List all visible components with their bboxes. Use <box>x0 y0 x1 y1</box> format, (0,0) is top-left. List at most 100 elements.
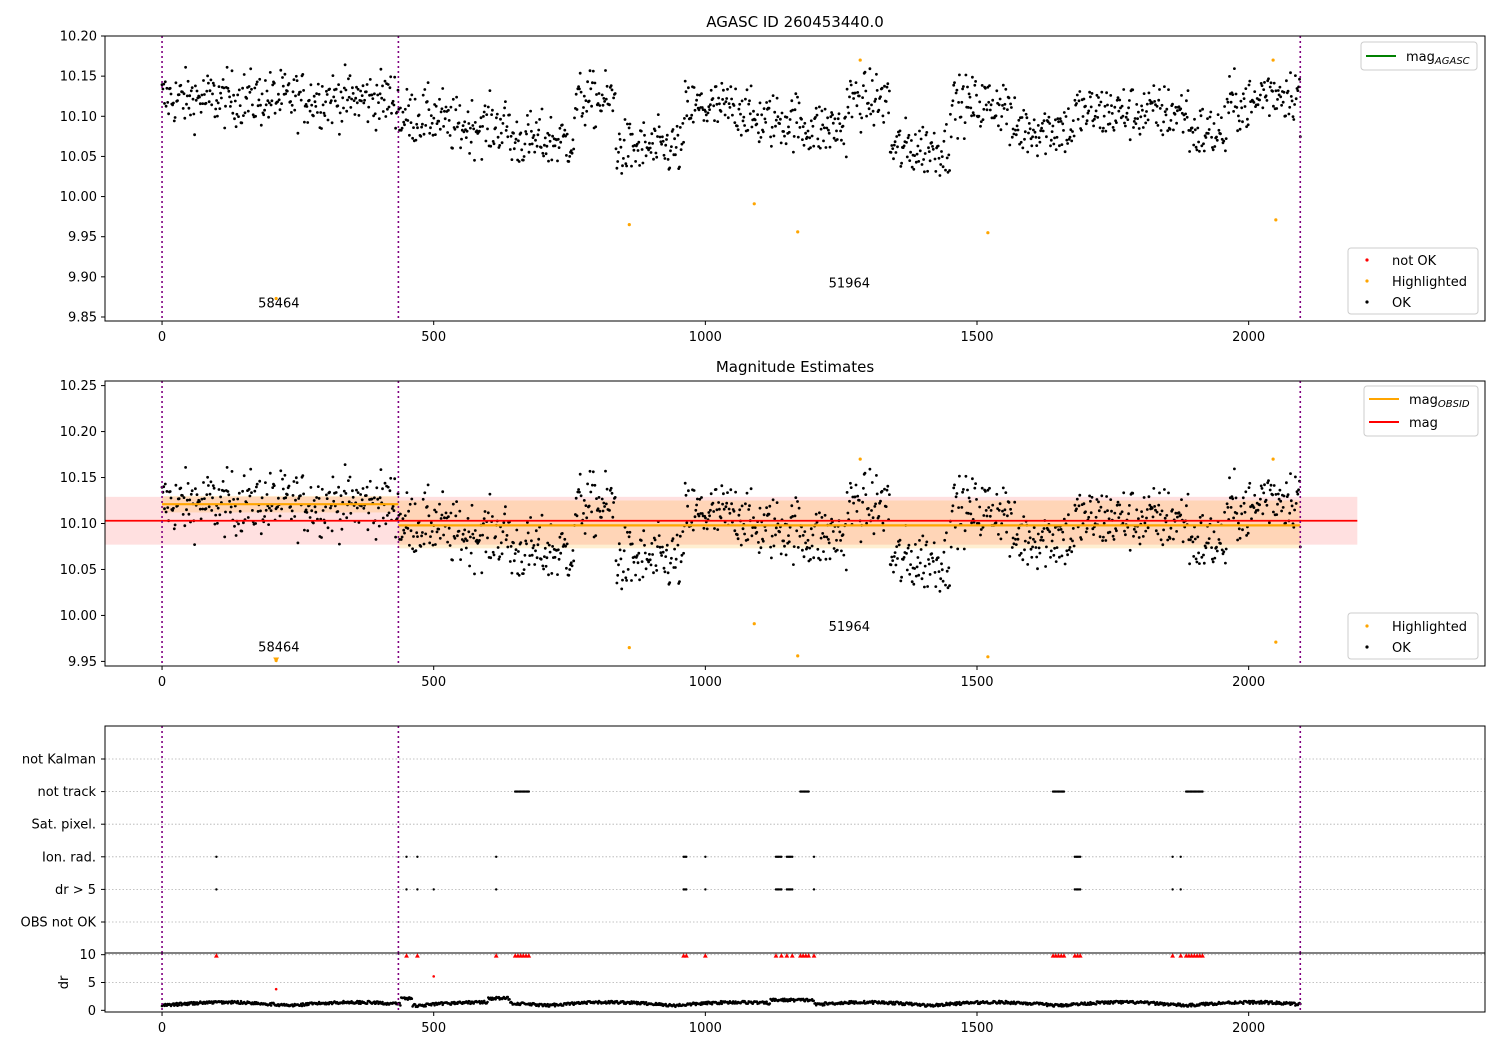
ok-point <box>1021 146 1025 150</box>
ok-point <box>904 116 908 120</box>
ok-point <box>892 555 896 558</box>
ok-point <box>438 97 441 101</box>
ok-point <box>439 517 443 520</box>
ok-point <box>994 114 998 118</box>
ok-point <box>1089 95 1092 99</box>
ok-point <box>608 489 612 492</box>
ok-point <box>757 131 760 135</box>
ok-point <box>481 533 484 537</box>
ok-point <box>955 492 959 495</box>
ok-point <box>721 98 724 101</box>
ok-point <box>390 111 393 115</box>
y-axis-tick-label: 10.00 <box>60 609 97 624</box>
ok-point <box>1026 150 1030 154</box>
ok-point <box>1038 551 1042 555</box>
ok-point <box>727 102 731 105</box>
ok-point <box>591 69 595 73</box>
ok-point <box>312 499 316 502</box>
ok-point <box>600 93 604 97</box>
ok-point <box>1134 530 1138 534</box>
ok-point <box>998 97 1002 101</box>
ok-point <box>320 85 324 88</box>
dr-point <box>1259 999 1263 1003</box>
ok-point <box>1198 515 1202 519</box>
ok-point <box>1153 100 1156 103</box>
ok-point <box>1024 112 1028 116</box>
ok-point <box>816 137 820 141</box>
ok-point <box>373 496 376 500</box>
ok-point <box>294 94 297 98</box>
ok-point <box>1289 499 1293 503</box>
highlighted-point <box>752 622 756 626</box>
ok-point <box>1193 537 1197 541</box>
ok-point <box>827 538 830 541</box>
ok-point <box>1085 119 1089 123</box>
ok-point <box>1184 112 1187 116</box>
ok-point <box>471 124 475 127</box>
ok-point <box>508 148 512 151</box>
ok-point <box>486 105 490 109</box>
ok-point <box>792 150 795 154</box>
ok-point <box>473 572 476 576</box>
ok-point <box>255 80 259 84</box>
ok-point <box>964 474 968 478</box>
ok-point <box>1292 118 1296 121</box>
ok-point <box>209 78 213 82</box>
ok-point <box>1067 107 1070 110</box>
ok-point <box>956 137 960 140</box>
ok-point <box>640 148 644 151</box>
ok-point <box>290 111 293 114</box>
ok-point <box>842 553 846 557</box>
ok-point <box>279 469 283 473</box>
ok-point <box>181 90 184 94</box>
ok-point <box>355 488 358 492</box>
ok-point <box>163 507 166 511</box>
ok-point <box>400 126 404 130</box>
ok-point <box>501 530 505 534</box>
ok-point <box>939 577 943 581</box>
ok-point <box>604 97 608 101</box>
ok-point <box>1272 104 1275 108</box>
ok-point <box>1049 555 1052 559</box>
ok-point <box>1137 127 1141 130</box>
ok-point <box>918 561 922 565</box>
ok-point <box>184 466 188 469</box>
ok-point <box>258 77 262 81</box>
ok-point <box>491 108 494 112</box>
ok-point <box>512 559 516 563</box>
ok-point <box>224 510 227 514</box>
ok-point <box>1057 528 1060 532</box>
ok-point <box>416 535 419 538</box>
ok-point <box>240 529 244 533</box>
ok-point <box>1166 129 1170 133</box>
ok-point <box>656 113 660 116</box>
ok-point <box>521 572 525 575</box>
ok-point <box>1050 130 1054 134</box>
ok-point <box>958 73 961 77</box>
ok-point <box>213 115 217 119</box>
ok-point <box>1053 136 1056 140</box>
ok-point <box>638 164 641 167</box>
ok-point <box>582 106 585 109</box>
ok-point <box>277 98 281 102</box>
ok-point <box>962 137 966 141</box>
ok-point <box>824 146 828 149</box>
ok-point <box>1248 79 1252 83</box>
ok-point <box>1058 117 1062 121</box>
ok-point <box>325 493 328 497</box>
ok-point <box>290 517 293 521</box>
ok-point <box>1240 512 1244 516</box>
dr-point <box>365 1002 369 1005</box>
ok-point <box>321 103 325 107</box>
ok-point <box>1009 102 1012 106</box>
ok-point <box>783 134 786 138</box>
dr-point <box>664 1002 667 1006</box>
flag-point <box>704 888 707 891</box>
ok-point <box>1163 110 1167 113</box>
ok-point <box>234 534 238 537</box>
ok-point <box>528 554 532 557</box>
ok-point <box>864 89 868 93</box>
ok-point <box>1220 548 1224 552</box>
ok-point <box>1069 537 1073 541</box>
ok-point <box>648 558 652 562</box>
